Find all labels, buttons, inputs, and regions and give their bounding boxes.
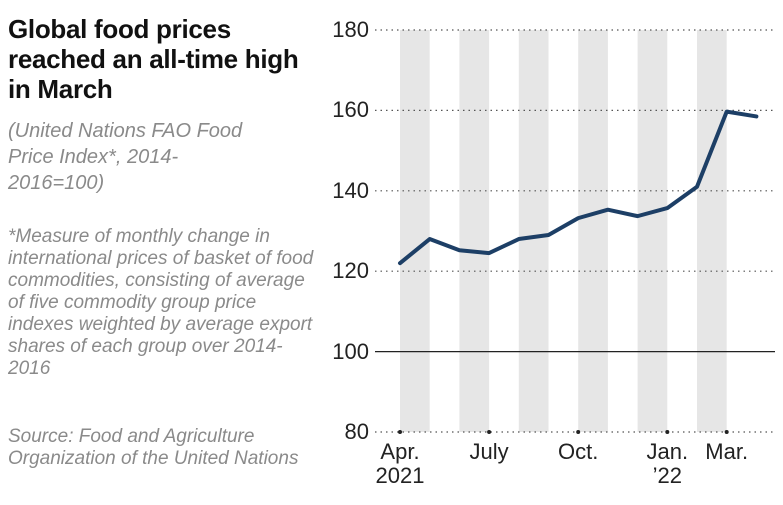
y-tick-label: 100	[332, 338, 369, 364]
month-band	[400, 30, 430, 432]
month-band	[518, 30, 549, 432]
x-tick	[398, 430, 402, 434]
month-band	[578, 30, 608, 432]
x-tick	[724, 430, 729, 434]
chart-note: *Measure of monthly change in internatio…	[8, 226, 314, 379]
x-tick-label: Mar.	[705, 439, 749, 464]
y-tick-label: 140	[332, 177, 369, 203]
month-band	[637, 30, 668, 432]
month-band	[459, 30, 490, 432]
y-tick-label: 180	[332, 17, 369, 42]
x-tick	[665, 430, 670, 434]
x-tick-label: July	[469, 439, 509, 464]
chart-title: Global food prices reached an all-time h…	[8, 14, 299, 104]
x-tick-label: Apr. 2021	[375, 439, 425, 488]
data-line	[398, 109, 759, 266]
month-band	[697, 30, 727, 432]
y-tick-label: 160	[332, 97, 369, 123]
chart-subtitle: (United Nations FAO Food Price Index*, 2…	[8, 120, 243, 194]
x-tick	[576, 430, 581, 434]
chart-source: Source: Food and Agriculture Organizatio…	[8, 426, 299, 469]
x-tick-label: Oct.	[558, 439, 599, 464]
y-tick-label: 80	[344, 419, 369, 444]
x-tick	[487, 430, 492, 434]
x-tick-label: Jan. ’22	[646, 439, 689, 488]
y-tick-label: 120	[332, 258, 369, 284]
